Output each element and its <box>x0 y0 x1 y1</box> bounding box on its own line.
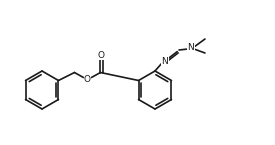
Text: O: O <box>84 75 91 84</box>
Text: O: O <box>98 51 105 60</box>
Text: N: N <box>162 57 168 66</box>
Text: N: N <box>188 44 194 52</box>
